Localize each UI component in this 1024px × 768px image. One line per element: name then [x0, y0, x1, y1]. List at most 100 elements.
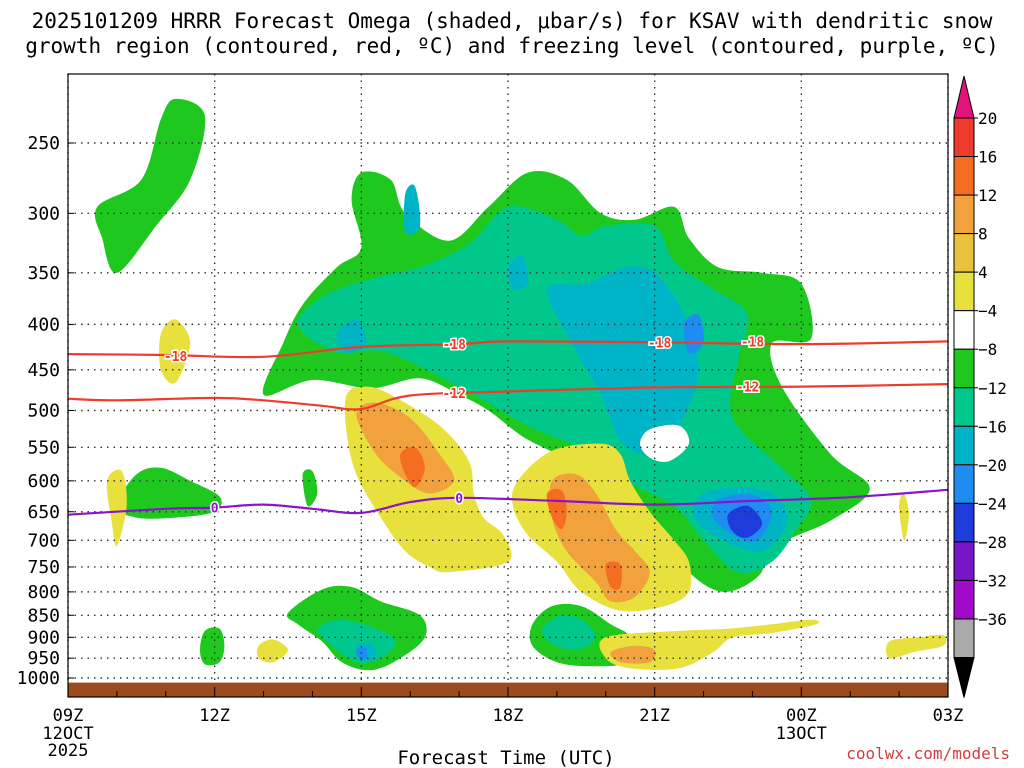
- shaded-region-19: [116, 467, 222, 519]
- colorbar-box-10: [953, 464, 975, 504]
- contour-label-1: -18: [442, 338, 466, 353]
- colorbar-label-6: −8: [978, 340, 997, 359]
- y-tick-label-1000: 1000: [17, 668, 60, 689]
- chart-title-line1: 2025101209 HRRR Forecast Omega (shaded, …: [31, 9, 993, 33]
- colorbar-box-4: [953, 233, 975, 273]
- colorbar-label-8: −16: [978, 417, 1007, 436]
- y-tick-label-500: 500: [27, 401, 60, 422]
- contour-label-6: 0: [211, 502, 219, 517]
- shaded-region-9: [403, 184, 421, 235]
- shaded-region-30: [106, 469, 127, 547]
- y-tick-label-250: 250: [27, 133, 60, 154]
- contour-label-0: -18: [164, 350, 188, 365]
- x-axis-title: Forecast Time (UTC): [397, 747, 614, 768]
- shaded-region-34: [885, 634, 947, 659]
- colorbar-label-3: 8: [978, 225, 988, 244]
- temperature-contours: [68, 340, 948, 516]
- shaded-region-25: [541, 614, 597, 651]
- site-credit: coolwx.com/models: [846, 744, 1010, 763]
- y-tick-label-900: 900: [27, 627, 60, 648]
- colorbar-box-11: [953, 502, 975, 543]
- shaded-region-11: [640, 424, 690, 462]
- contour-label-2: -18: [648, 336, 672, 351]
- colorbar-label-0: 20: [978, 109, 997, 128]
- x-tick-label-18Z: 18Z: [493, 706, 524, 726]
- colorbar-box-9: [953, 425, 975, 466]
- axes: 2503003504004505005506006507007508008509…: [17, 73, 964, 768]
- shaded-region-7: [683, 313, 705, 354]
- colorbar-box-2: [953, 156, 975, 196]
- x-tick-label-09Z: 09Z: [53, 706, 84, 726]
- colorbar-box-6: [953, 310, 975, 350]
- contour-label-7: 0: [455, 492, 463, 507]
- colorbar-label-5: −4: [978, 302, 997, 321]
- colorbar-label-11: −28: [978, 533, 1007, 552]
- date-label-00Z-0: 13OCT: [776, 724, 827, 744]
- colorbar: 20 16 12 8 4 −4 −8 −12 −16 −20 −24 −28 −32 −36: [953, 75, 1007, 698]
- contour-label-5: -12: [736, 381, 759, 396]
- y-tick-label-300: 300: [27, 203, 60, 224]
- y-tick-label-750: 750: [27, 557, 60, 578]
- y-tick-label-600: 600: [27, 471, 60, 492]
- colorbar-bottom-arrow: [953, 657, 975, 698]
- chart-title-line2: growth region (contoured, red, ºC) and f…: [25, 34, 999, 58]
- contour-label-4: -12: [442, 387, 465, 402]
- contour-1: [68, 383, 948, 411]
- y-tick-label-800: 800: [27, 582, 60, 603]
- y-tick-label-650: 650: [27, 502, 60, 523]
- colorbar-label-13: −36: [978, 610, 1007, 629]
- colorbar-box-14: [953, 618, 975, 659]
- colorbar-box-13: [953, 579, 975, 620]
- colorbar-box-12: [953, 541, 975, 581]
- x-tick-label-21Z: 21Z: [639, 706, 670, 726]
- x-tick-label-15Z: 15Z: [346, 706, 377, 726]
- x-tick-label-12Z: 12Z: [199, 706, 230, 726]
- colorbar-label-9: −20: [978, 456, 1007, 475]
- shaded-region-6: [727, 505, 763, 538]
- colorbar-box-7: [953, 348, 975, 389]
- shaded-region-13: [356, 402, 455, 494]
- shaded-region-33: [610, 645, 656, 664]
- y-tick-label-700: 700: [27, 530, 60, 551]
- shaded-omega-regions: [94, 98, 947, 671]
- shaded-region-16: [549, 473, 650, 603]
- shaded-region-14: [400, 446, 425, 488]
- y-tick-label-400: 400: [27, 314, 60, 335]
- y-tick-label-450: 450: [27, 360, 60, 381]
- y-tick-label-950: 950: [27, 648, 60, 669]
- shaded-region-35: [899, 493, 909, 541]
- shaded-region-18: [605, 561, 622, 590]
- colorbar-label-1: 16: [978, 148, 997, 167]
- contour-label-3: -18: [741, 335, 765, 350]
- colorbar-label-2: 12: [978, 186, 997, 205]
- colorbar-top-arrow: [953, 75, 975, 119]
- contour-0: [68, 340, 948, 359]
- shaded-region-8: [336, 319, 367, 353]
- x-tick-label-03Z: 03Z: [933, 706, 964, 726]
- x-tick-label-00Z: 00Z: [786, 706, 817, 726]
- shaded-region-17: [546, 488, 567, 530]
- colorbar-box-5: [953, 271, 975, 312]
- contour-2: [68, 488, 948, 516]
- shaded-region-26: [200, 627, 225, 666]
- contour-labels: -18 -18 -18 -18 -12 -12 0 0: [162, 334, 766, 518]
- shaded-region-29: [159, 319, 191, 384]
- colorbar-box-1: [953, 117, 975, 158]
- y-tick-label-850: 850: [27, 605, 60, 626]
- shaded-region-31: [256, 639, 288, 663]
- y-tick-label-350: 350: [27, 263, 60, 284]
- shaded-region-0: [94, 98, 206, 274]
- date-label-09Z-0: 12OCT: [42, 724, 93, 744]
- colorbar-box-8: [953, 387, 975, 427]
- shaded-region-28: [815, 462, 837, 499]
- date-label-09Z-1: 2025: [48, 741, 89, 761]
- colorbar-label-10: −24: [978, 494, 1007, 513]
- colorbar-label-4: 4: [978, 263, 988, 282]
- y-tick-label-550: 550: [27, 437, 60, 458]
- colorbar-box-3: [953, 194, 975, 235]
- shaded-region-27: [302, 469, 318, 507]
- shaded-region-3: [546, 266, 699, 455]
- colorbar-label-7: −12: [978, 379, 1007, 398]
- colorbar-label-12: −32: [978, 571, 1007, 590]
